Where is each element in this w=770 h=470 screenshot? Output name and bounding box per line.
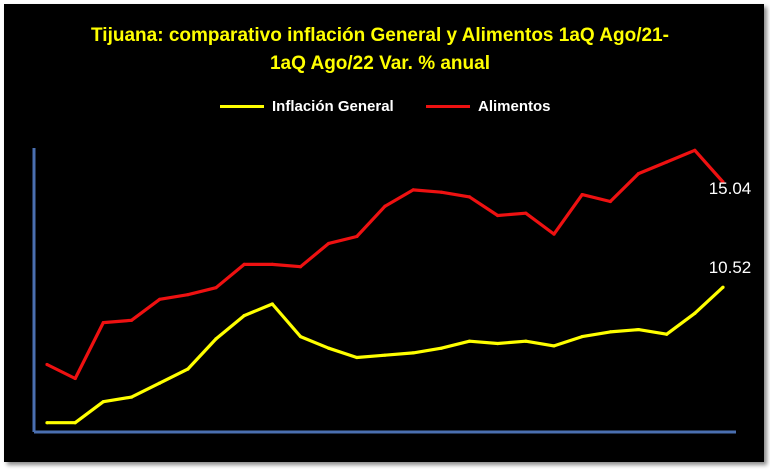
data-point-alimentos xyxy=(383,204,387,208)
data-point-alimentos xyxy=(214,286,218,290)
legend-item-alimentos: Alimentos xyxy=(426,94,551,118)
data-point-alimentos xyxy=(467,195,472,199)
data-point-inflacion-general xyxy=(721,285,725,289)
data-point-alimentos xyxy=(355,234,359,239)
data-point-alimentos xyxy=(158,297,162,301)
legend: Inflación General Alimentos xyxy=(0,94,770,118)
data-point-inflacion-general xyxy=(608,330,612,334)
data-point-alimentos xyxy=(665,160,669,164)
chart-area xyxy=(4,4,764,462)
data-point-alimentos xyxy=(608,199,612,204)
data-point-alimentos xyxy=(327,241,331,246)
data-point-inflacion-general xyxy=(552,344,556,348)
data-point-inflacion-general xyxy=(636,327,641,332)
data-point-inflacion-general xyxy=(524,339,528,343)
chart-title-line-1: Tijuana: comparativo inflación General y… xyxy=(91,25,669,46)
data-point-alimentos xyxy=(129,318,134,322)
legend-swatch-alimentos xyxy=(426,104,470,108)
data-point-inflacion-general xyxy=(411,351,415,355)
data-point-alimentos xyxy=(298,265,303,269)
data-point-inflacion-general xyxy=(214,337,218,341)
data-point-inflacion-general xyxy=(496,341,500,346)
legend-swatch-inflacion-general xyxy=(220,104,264,108)
data-point-alimentos xyxy=(242,262,246,266)
chart-title: Tijuana: comparativo inflación General y… xyxy=(40,22,720,78)
data-point-alimentos xyxy=(524,211,528,215)
data-point-alimentos xyxy=(552,232,556,236)
data-point-inflacion-general xyxy=(158,381,162,385)
data-point-inflacion-general xyxy=(45,421,49,425)
data-point-inflacion-general xyxy=(693,311,697,315)
data-point-alimentos xyxy=(101,320,105,325)
data-point-alimentos xyxy=(496,213,500,218)
legend-label-alimentos: Alimentos xyxy=(478,97,551,115)
data-point-inflacion-general xyxy=(298,334,303,339)
data-point-alimentos xyxy=(693,148,697,152)
data-label: 10.52 xyxy=(709,258,752,277)
data-point-inflacion-general xyxy=(270,302,274,306)
data-point-inflacion-general xyxy=(383,353,387,357)
chart-title-line-2: 1aQ Ago/22 Var. % anual xyxy=(269,53,490,74)
legend-item-inflacion-general: Inflación General xyxy=(220,94,394,118)
data-point-inflacion-general xyxy=(665,332,669,336)
data-point-inflacion-general xyxy=(129,395,134,399)
data-point-alimentos xyxy=(721,180,725,184)
data-point-alimentos xyxy=(439,190,443,194)
data-point-inflacion-general xyxy=(242,314,246,318)
data-point-inflacion-general xyxy=(73,421,77,425)
data-point-inflacion-general xyxy=(101,400,105,404)
data-point-alimentos xyxy=(411,188,415,192)
data-label: 15.04 xyxy=(709,179,752,198)
data-point-inflacion-general xyxy=(327,346,331,350)
data-point-alimentos xyxy=(186,293,190,297)
series-line-alimentos xyxy=(46,148,725,381)
data-point-alimentos xyxy=(270,262,274,266)
data-point-alimentos xyxy=(636,172,641,176)
data-point-alimentos xyxy=(580,192,584,197)
data-point-inflacion-general xyxy=(186,367,190,371)
data-point-inflacion-general xyxy=(355,355,359,360)
legend-label-inflacion-general: Inflación General xyxy=(272,97,394,115)
data-point-alimentos xyxy=(45,362,49,367)
data-point-inflacion-general xyxy=(439,346,443,350)
data-point-alimentos xyxy=(73,376,77,381)
data-point-inflacion-general xyxy=(580,334,584,339)
data-point-inflacion-general xyxy=(467,339,472,343)
